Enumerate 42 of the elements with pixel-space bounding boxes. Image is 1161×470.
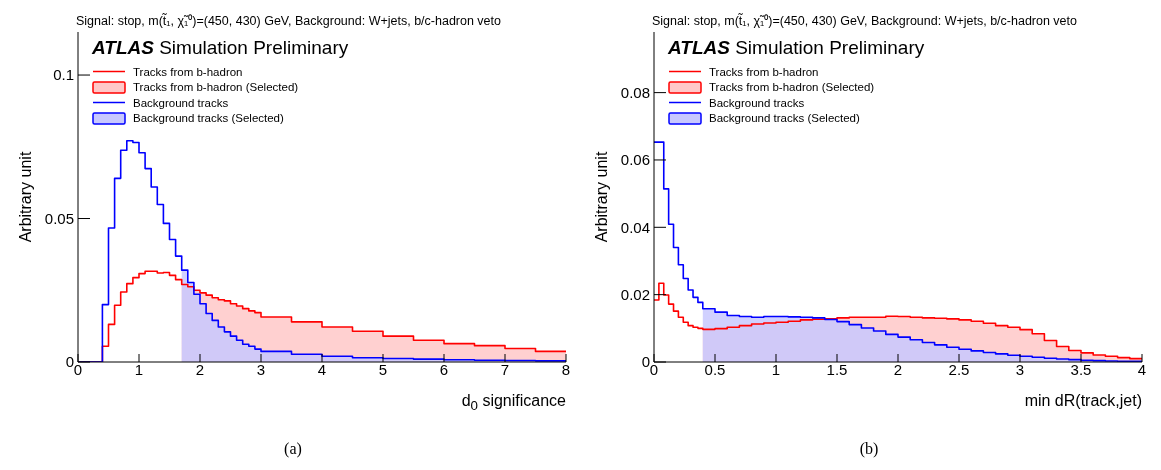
x-axis-title: min dR(track,jet) bbox=[1024, 392, 1142, 409]
y-tick-label: 0.04 bbox=[620, 218, 650, 236]
legend-label: Background tracks (Selected) bbox=[133, 112, 284, 125]
y-tick-label: 0.08 bbox=[620, 83, 650, 101]
x-tick-label: 8 bbox=[561, 360, 571, 378]
y-tick-label: 0.1 bbox=[53, 66, 74, 84]
x-tick-label: 6 bbox=[439, 360, 449, 378]
y-tick-label: 0.02 bbox=[620, 285, 650, 303]
legend-label: Background tracks (Selected) bbox=[709, 112, 860, 125]
legend-label: Tracks from b-hadron bbox=[709, 65, 819, 78]
x-tick-label: 2 bbox=[195, 360, 205, 378]
legend-label: Tracks from b-hadron bbox=[133, 65, 243, 78]
y-axis-title: Arbitrary unit bbox=[593, 151, 610, 243]
x-tick-label: 4 bbox=[317, 360, 327, 378]
y-tick-label: 0.05 bbox=[44, 209, 74, 227]
x-tick-label: 0.5 bbox=[704, 360, 726, 378]
legend-label: Background tracks bbox=[133, 96, 229, 109]
x-tick-label: 3 bbox=[1015, 360, 1025, 378]
x-axis-title: d$_{0}$ significance bbox=[461, 392, 566, 414]
x-tick-label: 7 bbox=[500, 360, 510, 378]
x-tick-label: 1 bbox=[771, 360, 781, 378]
annotation: Simulation Preliminary bbox=[734, 37, 925, 58]
chart-title: Signal: stop, m(t̃₁, χ̃₁⁰)=(450, 430) GeV, Background: W+jets, b/c-hadron veto bbox=[652, 14, 1077, 28]
legend-label: Background tracks bbox=[709, 96, 805, 109]
y-axis-title: Arbitrary unit bbox=[17, 151, 34, 243]
chart-title: Signal: stop, m(t̃₁, χ̃₁⁰)=(450, 430) GeV, Background: W+jets, b/c-hadron veto bbox=[76, 14, 501, 28]
annotation: ATLAS bbox=[92, 37, 154, 58]
text: (a) bbox=[284, 440, 302, 457]
x-tick-label: 3 bbox=[256, 360, 266, 378]
x-tick-label: 5 bbox=[378, 360, 388, 378]
annotation: Simulation Preliminary bbox=[158, 37, 349, 58]
x-tick-label: 4 bbox=[1137, 360, 1147, 378]
x-tick-label: 1.5 bbox=[826, 360, 848, 378]
legend-label: Tracks from b-hadron (Selected) bbox=[133, 81, 299, 94]
legend-label: Tracks from b-hadron (Selected) bbox=[709, 81, 875, 94]
x-tick-label: 2.5 bbox=[948, 360, 970, 378]
x-tick-label: 3.5 bbox=[1070, 360, 1092, 378]
text: (b) bbox=[859, 440, 879, 457]
y-tick-label: 0.06 bbox=[620, 151, 650, 169]
x-tick-label: 1 bbox=[134, 360, 144, 378]
annotation: ATLAS bbox=[668, 37, 730, 58]
x-tick-label: 2 bbox=[893, 360, 903, 378]
